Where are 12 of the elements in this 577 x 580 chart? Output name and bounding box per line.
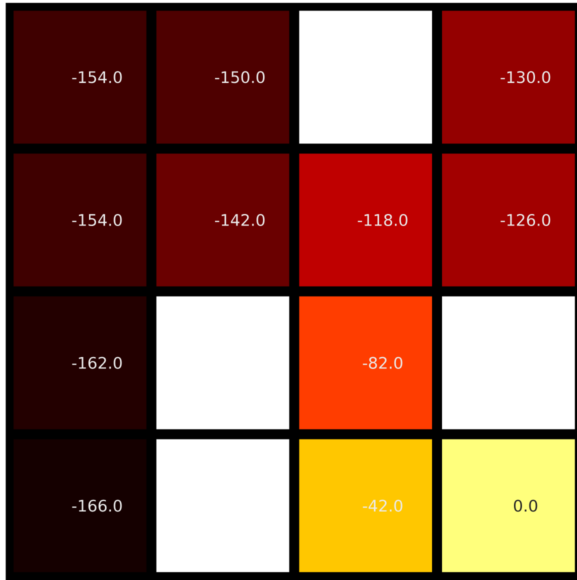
data-label: -118.0: [358, 214, 408, 226]
data-label: -142.0: [215, 214, 265, 226]
data-label: -82.0: [362, 356, 402, 369]
data-label: -42.0: [362, 500, 402, 512]
data-label: -126.0: [500, 214, 550, 226]
data-label: -166.0: [72, 500, 122, 512]
data-label: -130.0: [500, 71, 550, 84]
data-label: -150.0: [215, 71, 265, 84]
data-label: -154.0: [72, 214, 122, 226]
data-label: -154.0: [72, 71, 122, 84]
data-label: -162.0: [72, 356, 122, 369]
data-label: 0.0: [514, 500, 538, 512]
